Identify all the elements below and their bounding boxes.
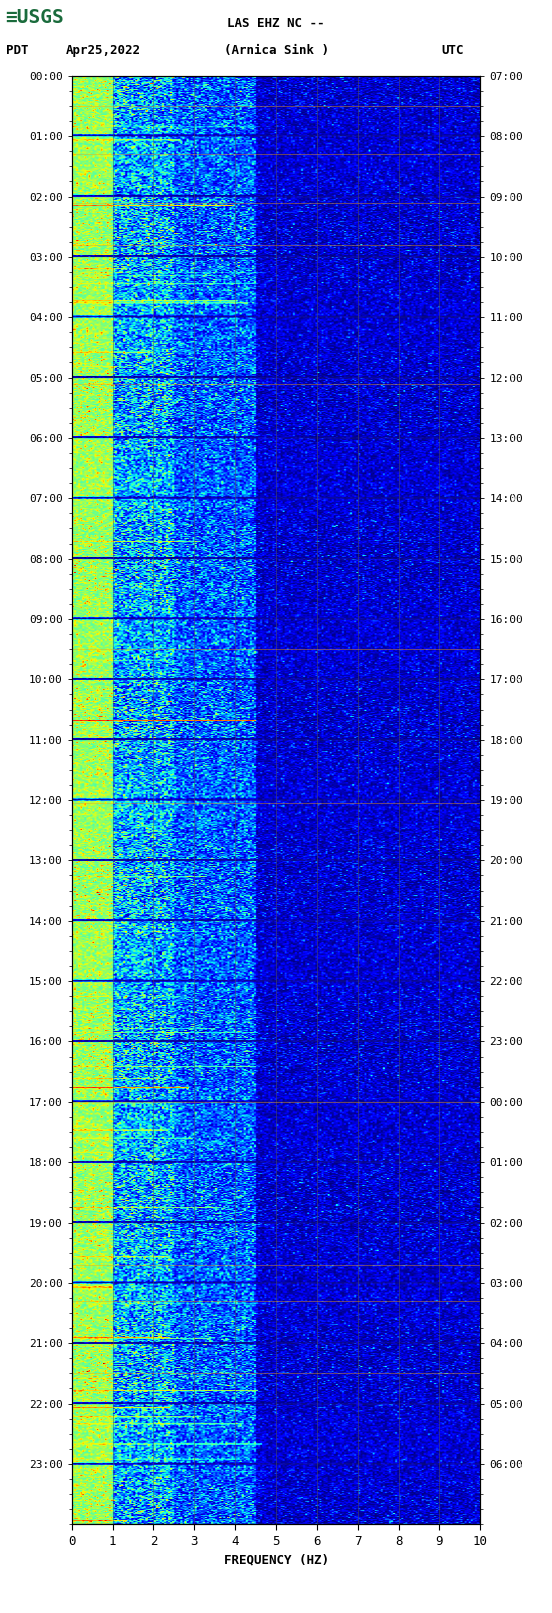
Text: (Arnica Sink ): (Arnica Sink ) [224, 44, 328, 56]
Text: PDT: PDT [6, 44, 28, 56]
Text: Apr25,2022: Apr25,2022 [66, 44, 141, 56]
Text: UTC: UTC [442, 44, 464, 56]
Text: ≡USGS: ≡USGS [6, 8, 64, 27]
Text: LAS EHZ NC --: LAS EHZ NC -- [227, 18, 325, 31]
X-axis label: FREQUENCY (HZ): FREQUENCY (HZ) [224, 1553, 328, 1566]
